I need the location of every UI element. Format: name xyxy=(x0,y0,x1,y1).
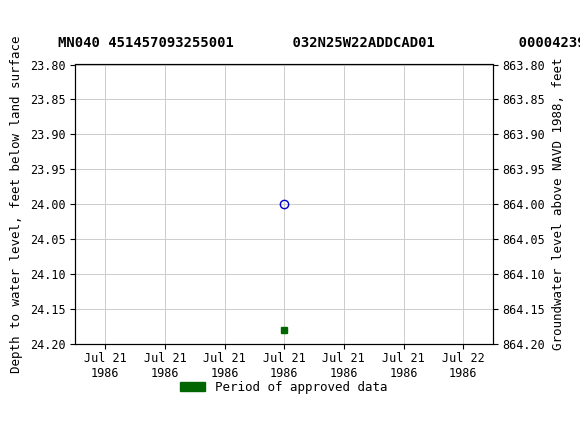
Y-axis label: Depth to water level, feet below land surface: Depth to water level, feet below land su… xyxy=(10,36,23,373)
Y-axis label: Groundwater level above NAVD 1988, feet: Groundwater level above NAVD 1988, feet xyxy=(552,58,566,350)
Legend: Period of approved data: Period of approved data xyxy=(176,376,393,399)
Text: MN040 451457093255001       032N25W22ADDCAD01          0000423962: MN040 451457093255001 032N25W22ADDCAD01 … xyxy=(58,36,580,50)
Text: ≈USGS: ≈USGS xyxy=(9,6,63,24)
